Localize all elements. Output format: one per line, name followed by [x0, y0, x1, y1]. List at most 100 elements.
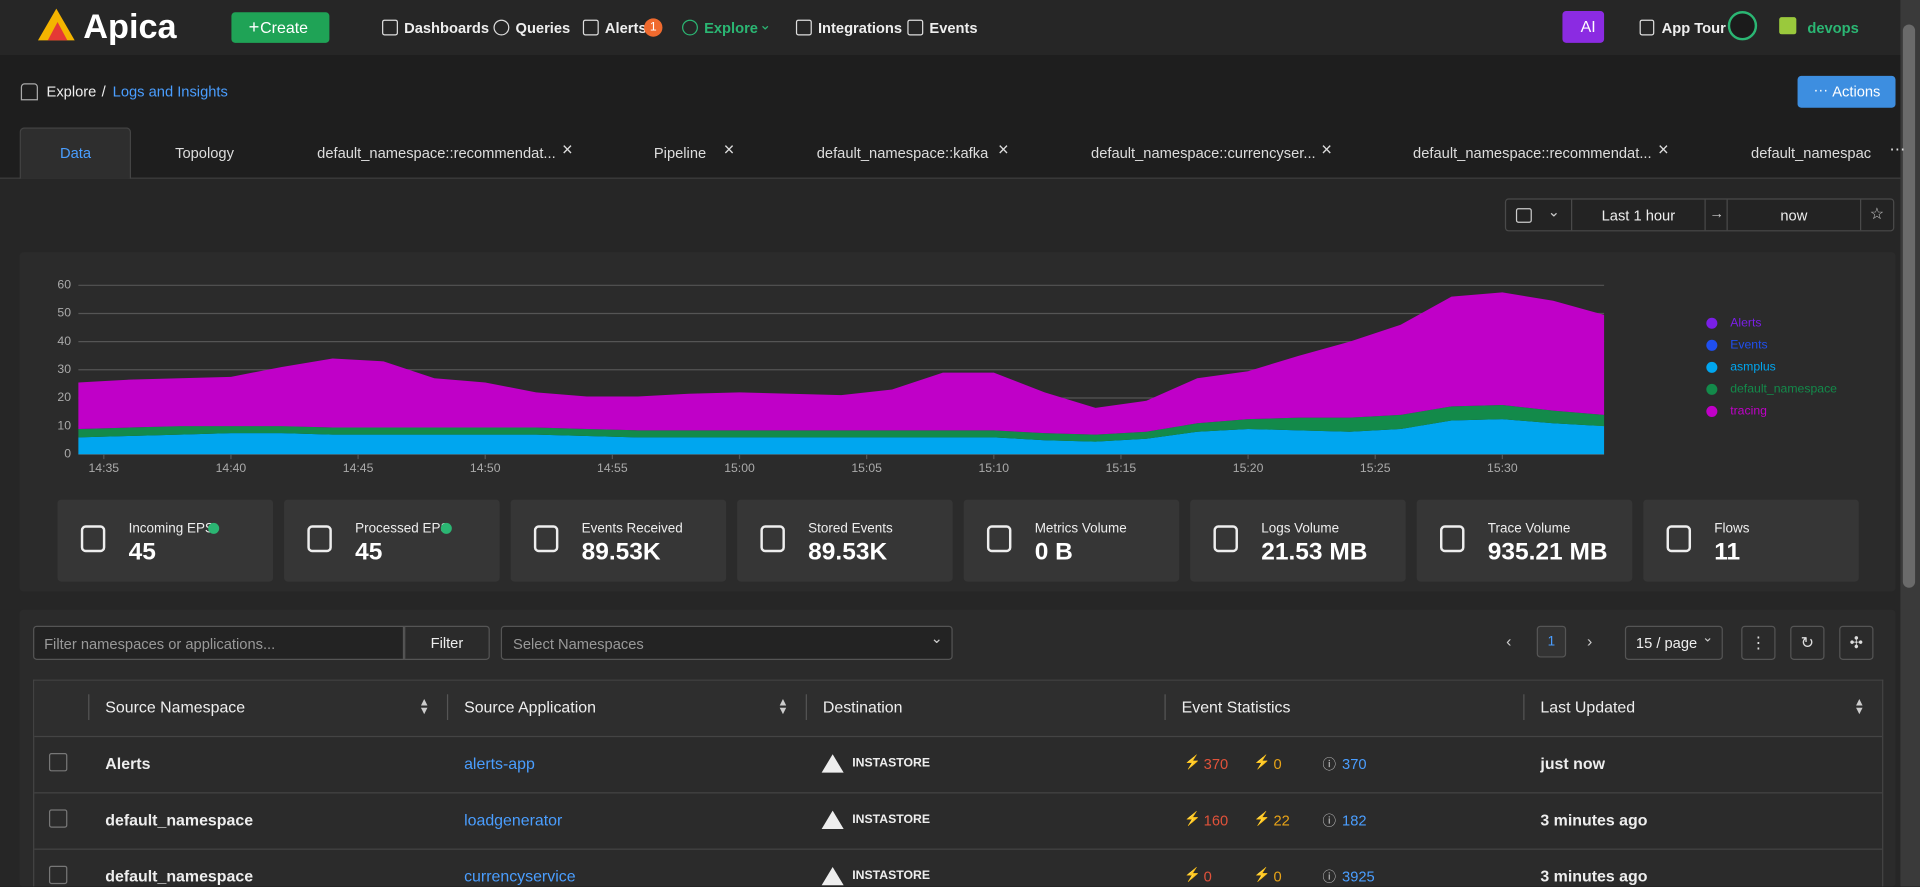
- next-page[interactable]: ›: [1587, 632, 1592, 650]
- user[interactable]: devops: [1807, 20, 1858, 37]
- application-link[interactable]: currencyservice: [464, 867, 575, 885]
- nav-icon: [907, 20, 923, 36]
- column-header[interactable]: Source Application: [464, 698, 596, 716]
- col-sep: [447, 694, 448, 720]
- x-tick-label: 15:20: [1233, 461, 1264, 475]
- time-to[interactable]: now: [1728, 207, 1860, 224]
- sort-icon[interactable]: ▲▼: [1854, 698, 1865, 715]
- actions-button[interactable]: Actions: [1798, 76, 1896, 108]
- filter-placeholder: Filter namespaces or applications...: [44, 636, 275, 653]
- sort-icon[interactable]: ▲▼: [419, 698, 430, 715]
- event-count: 0: [1273, 868, 1281, 885]
- prev-page[interactable]: ‹: [1506, 632, 1511, 650]
- destination-icon: [822, 867, 844, 885]
- status-dot: [208, 523, 219, 534]
- x-tick-label: 15:25: [1360, 461, 1391, 475]
- col-sep: [806, 694, 807, 720]
- stat-label: Metrics Volume: [1035, 522, 1127, 537]
- x-tick-label: 15:10: [978, 461, 1009, 475]
- legend-label: default_namespace: [1730, 382, 1837, 396]
- application-link[interactable]: loadgenerator: [464, 811, 562, 829]
- tab-close[interactable]: ×: [724, 140, 735, 161]
- nav-icon: [682, 20, 698, 36]
- stat-icon: [534, 525, 558, 552]
- legend-marker: [1706, 340, 1717, 351]
- stat-value: 89.53K: [582, 539, 661, 567]
- tab-close[interactable]: ×: [1658, 140, 1669, 161]
- page-number[interactable]: 1: [1537, 626, 1566, 658]
- legend-marker: [1706, 318, 1717, 329]
- stat-icon: [307, 525, 331, 552]
- legend-label: asmplus: [1730, 360, 1776, 374]
- nav-item[interactable]: Dashboards: [404, 20, 489, 37]
- app-tour[interactable]: App Tour: [1662, 20, 1726, 37]
- stat-icon: [987, 525, 1011, 552]
- legend-marker: [1706, 362, 1717, 373]
- divider: [1860, 200, 1861, 231]
- stat-icon: ⓘ: [1322, 754, 1335, 774]
- tab[interactable]: default_namespace::currencyser...: [1091, 144, 1316, 161]
- stat-value: 21.53 MB: [1261, 539, 1367, 567]
- nav-item[interactable]: Queries: [516, 20, 571, 37]
- breadcrumb[interactable]: Logs and Insights: [113, 83, 228, 100]
- tab[interactable]: Pipeline: [654, 144, 706, 161]
- x-tick-label: 14:50: [470, 461, 501, 475]
- col-sep: [1164, 694, 1165, 720]
- refresh-button[interactable]: ↻: [1790, 626, 1824, 660]
- row-border: [34, 849, 1882, 850]
- stat-value: 0 B: [1035, 539, 1073, 567]
- logo: Apica: [83, 7, 176, 46]
- arrow: →: [1709, 204, 1724, 221]
- tab[interactable]: default_namespace: [1751, 144, 1871, 161]
- nav-item[interactable]: Events: [929, 20, 977, 37]
- breadcrumb[interactable]: Explore: [47, 83, 97, 100]
- stat-icon: [1440, 525, 1464, 552]
- ai-button[interactable]: AI: [1562, 11, 1604, 43]
- destination-icon: [822, 811, 844, 829]
- theme-toggle[interactable]: [1728, 11, 1757, 40]
- alerts-badge: 1: [644, 18, 662, 36]
- tabs-more[interactable]: ⋯: [1889, 140, 1905, 160]
- tab[interactable]: default_namespace::recommendat...: [1413, 144, 1652, 161]
- tab[interactable]: default_namespace::recommendat...: [317, 144, 556, 161]
- logo-mark-b: [48, 22, 68, 40]
- y-tick-label: 0: [64, 447, 71, 461]
- stat-icon: ⚡: [1254, 867, 1271, 883]
- nav-item[interactable]: Alerts: [605, 20, 647, 37]
- x-tick-label: 14:35: [88, 461, 119, 475]
- filter-button[interactable]: Filter: [404, 626, 490, 660]
- tab[interactable]: Topology: [175, 144, 234, 161]
- nav-item[interactable]: Explore: [704, 20, 758, 37]
- nav-item[interactable]: Integrations: [818, 20, 902, 37]
- x-tick-label: 15:00: [724, 461, 755, 475]
- row-checkbox[interactable]: [49, 866, 67, 884]
- x-tick-label: 14:45: [343, 461, 374, 475]
- columns-button[interactable]: ✣: [1839, 626, 1873, 660]
- row-checkbox[interactable]: [49, 809, 67, 827]
- tab-close[interactable]: ×: [562, 140, 573, 161]
- sort-icon[interactable]: ▲▼: [778, 698, 789, 715]
- user-avatar: [1779, 17, 1796, 34]
- tab-close[interactable]: ×: [1321, 140, 1332, 161]
- stat-icon: [1667, 525, 1691, 552]
- time-from[interactable]: Last 1 hour: [1572, 207, 1704, 224]
- tab-close[interactable]: ×: [998, 140, 1009, 161]
- application-link[interactable]: alerts-app: [464, 754, 535, 772]
- more-button[interactable]: ⋮: [1741, 626, 1775, 660]
- tab[interactable]: default_namespace::kafka: [817, 144, 989, 161]
- stat-value: 45: [355, 539, 382, 567]
- y-tick-label: 50: [57, 306, 71, 320]
- column-header[interactable]: Last Updated: [1540, 698, 1635, 716]
- status-dot: [441, 523, 452, 534]
- row-checkbox[interactable]: [49, 753, 67, 771]
- column-header[interactable]: Source Namespace: [105, 698, 245, 716]
- stat-label: Processed EPS: [355, 522, 449, 537]
- create-button[interactable]: Create: [231, 12, 329, 43]
- stat-icon: ⚡: [1184, 811, 1201, 827]
- favorite[interactable]: ☆: [1870, 204, 1884, 224]
- select-chevron: ⌄: [931, 629, 943, 646]
- tab[interactable]: Data: [60, 144, 91, 161]
- chart: 010203040506014:3514:4014:4514:5014:5515…: [0, 0, 1920, 490]
- y-tick-label: 40: [57, 334, 71, 348]
